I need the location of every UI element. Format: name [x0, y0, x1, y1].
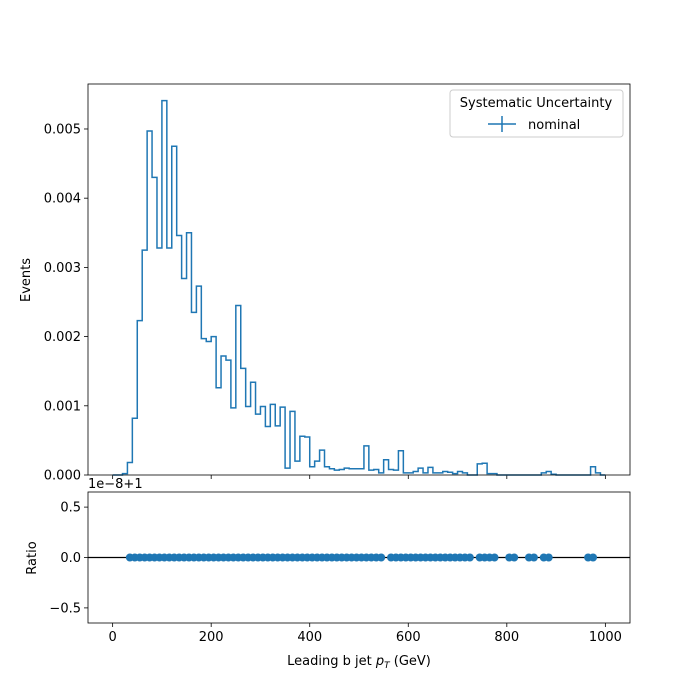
ratio-panel: −0.5 0.0 0.5 0 200 400 600 800 1000 1e−8+1 Rati…	[25, 477, 631, 671]
legend-title: Systematic Uncertainty	[460, 96, 613, 111]
top-y-axis-label: Events	[19, 258, 34, 302]
ratio-point	[490, 553, 499, 562]
top-y-tick-label: 0.004	[44, 192, 81, 207]
bottom-y-tick-label: −0.5	[49, 601, 81, 616]
x-axis-label-p: p	[375, 654, 384, 669]
ratio-point	[529, 553, 538, 562]
top-y-tick-label: 0.000	[44, 469, 81, 484]
histogram-panel: 0.000 0.001 0.002 0.003 0.004 0.005 Events Sy…	[19, 83, 631, 484]
ratio-points	[125, 553, 598, 562]
ratio-point	[510, 553, 519, 562]
bottom-x-tick-label: 200	[199, 630, 224, 645]
legend-box	[449, 89, 624, 138]
x-axis-label: Leading b jet pT (GeV)	[287, 654, 431, 671]
bottom-y-tick-label: 0.5	[60, 501, 81, 516]
top-y-tick-label: 0.005	[44, 122, 81, 137]
bottom-x-ticks: 0 200 400 600 800 1000	[108, 623, 622, 645]
legend: Systematic Uncertainty nominal	[449, 89, 624, 138]
bottom-y-tick-label: 0.0	[60, 551, 81, 566]
nominal-histogram-line	[112, 99, 606, 476]
ratio-point	[465, 553, 474, 562]
top-y-tick-label: 0.001	[44, 399, 81, 414]
x-axis-label-unit: (GeV)	[390, 654, 431, 669]
bottom-x-tick-label: 1000	[589, 630, 622, 645]
top-y-tick-label: 0.003	[44, 261, 81, 276]
top-plot-frame	[87, 83, 631, 476]
bottom-x-tick-label: 400	[297, 630, 322, 645]
top-y-tick-label: 0.002	[44, 330, 81, 345]
bottom-plot-frame	[87, 491, 631, 624]
legend-entry-nominal: nominal	[528, 118, 580, 133]
bottom-x-tick-label: 600	[396, 630, 421, 645]
x-axis-label-main: Leading b jet	[287, 654, 376, 669]
x-axis-label-subscript: T	[384, 661, 391, 671]
ratio-point	[544, 553, 553, 562]
bottom-y-axis-label: Ratio	[25, 541, 40, 574]
offset-label: 1e−8+1	[88, 477, 143, 492]
top-y-ticks: 0.000 0.001 0.002 0.003 0.004 0.005	[44, 122, 88, 484]
bottom-x-tick-label: 800	[494, 630, 519, 645]
bottom-y-ticks: −0.5 0.0 0.5	[49, 501, 88, 616]
ratio-point	[589, 553, 598, 562]
bottom-x-tick-label: 0	[108, 630, 116, 645]
ratio-point	[377, 553, 386, 562]
